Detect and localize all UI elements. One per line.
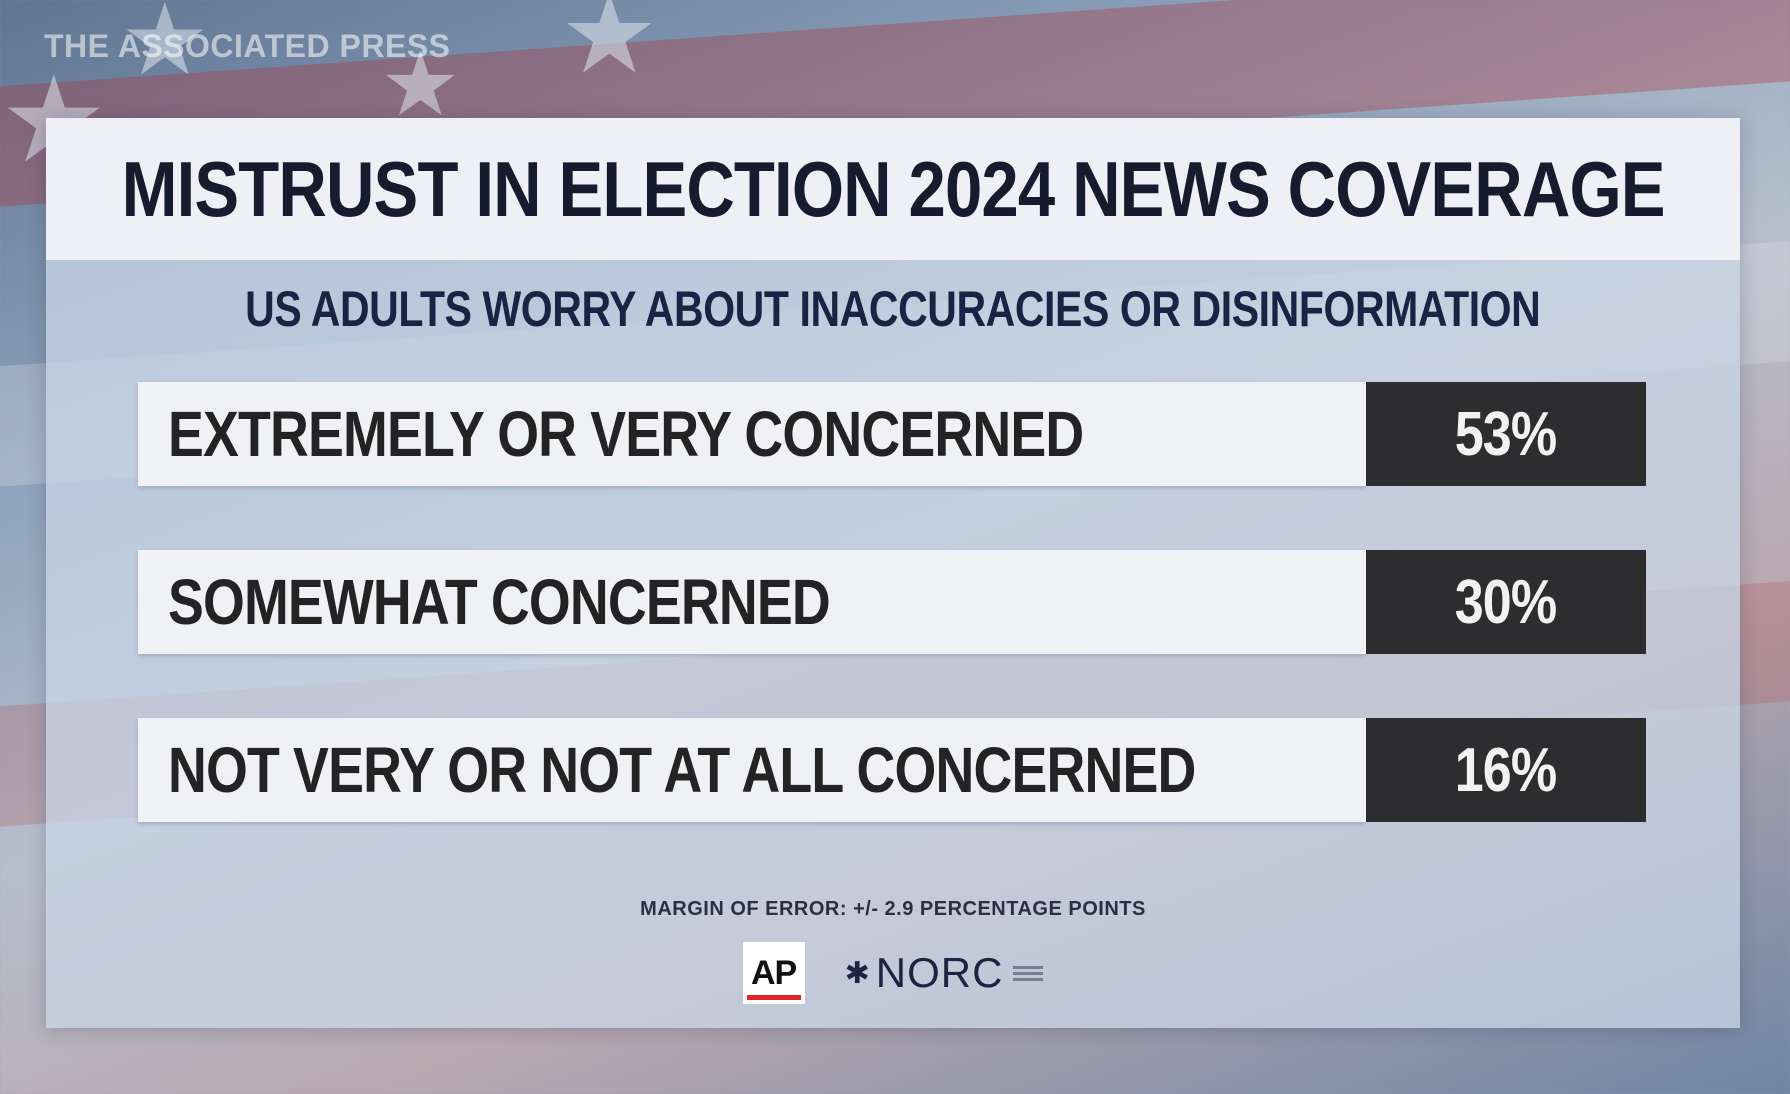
chart-panel: MISTRUST IN ELECTION 2024 NEWS COVERAGE … [46,118,1740,1028]
ap-logo-text: AP [750,953,797,992]
flag-star-icon: ★ [120,0,210,96]
category-label: NOT VERY OR NOT AT ALL CONCERNED [168,734,1196,806]
category-box: SOMEWHAT CONCERNED [138,550,1366,654]
norc-tagline-lines [1013,965,1044,981]
data-row: SOMEWHAT CONCERNED 30% [138,550,1646,654]
flag-star-icon: ★ [380,35,461,135]
value-label: 30% [1455,567,1558,637]
value-box: 30% [1366,550,1646,654]
category-label: EXTREMELY OR VERY CONCERNED [168,398,1084,470]
value-box: 53% [1366,382,1646,486]
data-row: NOT VERY OR NOT AT ALL CONCERNED 16% [138,718,1646,822]
norc-logo: ✱ NORC [845,949,1044,997]
ap-logo: AP [742,942,805,1004]
source-logos: AP ✱ NORC [46,938,1740,1008]
asterisk-icon: ✱ [844,956,870,990]
category-box: EXTREMELY OR VERY CONCERNED [138,382,1366,486]
norc-logo-text: NORC [875,949,1004,996]
chart-subtitle: US ADULTS WORRY ABOUT INACCURACIES OR DI… [46,280,1740,338]
data-row: EXTREMELY OR VERY CONCERNED 53% [138,382,1646,486]
value-label: 16% [1455,735,1558,805]
category-box: NOT VERY OR NOT AT ALL CONCERNED [138,718,1366,822]
category-label: SOMEWHAT CONCERNED [168,566,831,638]
watermark: THE ASSOCIATED PRESS [44,28,451,64]
chart-title: MISTRUST IN ELECTION 2024 NEWS COVERAGE [121,144,1665,233]
margin-of-error-note: MARGIN OF ERROR: +/- 2.9 PERCENTAGE POIN… [640,898,1146,920]
chart-subtitle-text: US ADULTS WORRY ABOUT INACCURACIES OR DI… [245,281,1541,337]
flag-star-icon: ★ [560,0,659,96]
title-band: MISTRUST IN ELECTION 2024 NEWS COVERAGE [46,118,1740,260]
value-label: 53% [1455,399,1558,469]
value-box: 16% [1366,718,1646,822]
